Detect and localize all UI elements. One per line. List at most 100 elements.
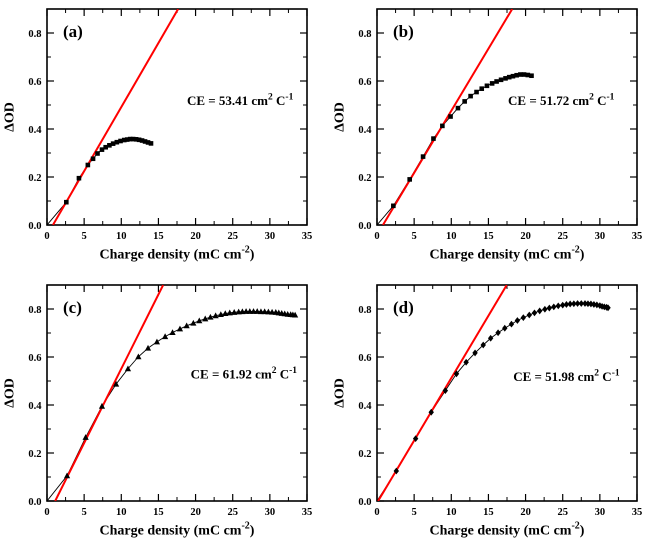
data-point-marker: [136, 137, 142, 143]
data-point-marker: [407, 177, 412, 182]
x-tick-label: 5: [82, 507, 87, 518]
data-point-marker: [212, 312, 219, 319]
data-point-marker: [510, 73, 516, 79]
data-point-marker: [605, 304, 611, 312]
x-tick-label: 30: [595, 507, 606, 518]
fit-line: [382, 9, 514, 225]
data-point-marker: [222, 310, 229, 317]
data-point-marker: [502, 324, 508, 332]
fit-line: [52, 9, 179, 225]
x-tick-label: 25: [227, 507, 238, 518]
data-point-marker: [64, 199, 69, 205]
plot-frame: [46, 8, 308, 226]
data-point-marker: [99, 147, 105, 152]
data-point-marker: [103, 144, 108, 150]
data-point-marker: [135, 353, 142, 360]
data-point-marker: [202, 315, 209, 322]
data-points: [63, 308, 299, 479]
x-tick-label: 35: [632, 507, 643, 518]
data-point-marker: [442, 387, 449, 394]
x-tick-label: 5: [412, 507, 417, 518]
panel-c: 0 5 10 15 20 25 30 35 0.0 0.2 0.4 0.6 0.8 (c) CE = 61.…: [0, 276, 330, 552]
x-tick-label: 30: [265, 507, 276, 518]
data-points: [391, 72, 534, 209]
y-tick-label: 0.2: [28, 173, 41, 184]
data-point-marker: [217, 311, 224, 318]
panel-c-chart: 0 5 10 15 20 25 30 35 0.0 0.2 0.4 0.6 0.8 (c) CE = 61.…: [3, 284, 312, 539]
data-point-marker: [440, 123, 445, 129]
plot-frame: [376, 8, 638, 226]
data-point-marker: [169, 329, 176, 336]
data-point-marker: [479, 86, 485, 91]
x-tick-label: 10: [116, 231, 127, 242]
data-point-marker: [124, 137, 130, 142]
data-points: [64, 136, 154, 205]
data-point-marker: [428, 408, 434, 416]
y-tick-label: 0.6: [358, 77, 371, 88]
plot-frame: [376, 284, 638, 502]
data-point-marker: [551, 303, 557, 311]
data-point-marker: [472, 349, 478, 357]
data-point-marker: [571, 300, 577, 308]
data-point-marker: [133, 137, 139, 142]
data-point-marker: [526, 311, 532, 319]
data-point-marker: [474, 89, 479, 95]
data-point-marker: [487, 334, 494, 342]
x-tick-label: 5: [412, 231, 417, 242]
data-point-marker: [495, 329, 501, 337]
x-tick-label: 20: [520, 231, 531, 242]
plot-frame: [46, 284, 308, 502]
panel-a: 0 5 10 15 20 25 30 35 0.0 0.2 0.4 0.6 0.8 (a) CE = 53.…: [0, 0, 330, 276]
data-point-marker: [574, 300, 581, 307]
y-axis-label: ΔOD: [3, 378, 18, 408]
panel-letter: (b): [393, 22, 414, 41]
y-tick-label: 0.0: [358, 221, 371, 232]
data-point-marker: [63, 472, 71, 479]
y-tick-label: 0.2: [358, 173, 371, 184]
y-tick-label: 0.8: [358, 29, 371, 40]
y-tick-label: 0.6: [28, 353, 41, 364]
ce-annotation: CE = 61.92 cm2 C-1: [191, 366, 298, 382]
x-tick-label: 15: [483, 231, 494, 242]
x-tick-label: 0: [374, 231, 379, 242]
axis-ticks: [376, 284, 638, 502]
data-point-marker: [448, 114, 453, 119]
y-tick-label: 0.4: [358, 125, 372, 136]
data-point-marker: [494, 79, 499, 84]
data-point-marker: [431, 136, 436, 141]
data-point-marker: [98, 402, 106, 409]
x-tick-label: 25: [227, 231, 238, 242]
axis-ticks: [46, 8, 308, 226]
y-axis-label: ΔOD: [333, 102, 348, 132]
ce-annotation: CE = 51.98 cm2 C-1: [513, 369, 620, 385]
y-tick-label: 0.0: [358, 497, 371, 508]
data-point-marker: [226, 309, 233, 316]
data-point-marker: [498, 77, 504, 83]
data-point-marker: [546, 304, 553, 312]
data-point-marker: [412, 435, 419, 442]
panel-b: 0 5 10 15 20 25 30 35 0.0 0.2 0.4 0.6 0.8 (b) CE = 51.…: [330, 0, 661, 276]
data-point-marker: [176, 325, 184, 332]
data-point-marker: [292, 311, 299, 318]
x-tick-label: 0: [374, 507, 379, 518]
data-point-marker: [508, 320, 515, 328]
data-point-marker: [162, 333, 169, 340]
panel-b-chart: 0 5 10 15 20 25 30 35 0.0 0.2 0.4 0.6 0.8 (b) CE = 51.…: [333, 8, 642, 263]
y-tick-label: 0.8: [358, 305, 371, 316]
data-point-marker: [121, 137, 127, 143]
panel-a-chart: 0 5 10 15 20 25 30 35 0.0 0.2 0.4 0.6 0.8 (a) CE = 53.…: [3, 8, 312, 263]
x-tick-label: 0: [44, 507, 49, 518]
data-point-marker: [110, 141, 116, 146]
axis-ticks: [46, 284, 308, 502]
ce-annotation: CE = 51.72 cm2 C-1: [508, 93, 615, 109]
data-point-marker: [536, 307, 543, 315]
y-tick-label: 0.8: [28, 305, 41, 316]
x-tick-label: 25: [557, 507, 568, 518]
x-tick-label: 5: [82, 231, 87, 242]
fit-line: [54, 285, 165, 501]
data-point-marker: [484, 83, 490, 89]
data-point-marker: [462, 99, 467, 104]
data-point-marker: [420, 154, 426, 159]
data-point-marker: [468, 93, 473, 99]
x-tick-label: 0: [44, 231, 49, 242]
